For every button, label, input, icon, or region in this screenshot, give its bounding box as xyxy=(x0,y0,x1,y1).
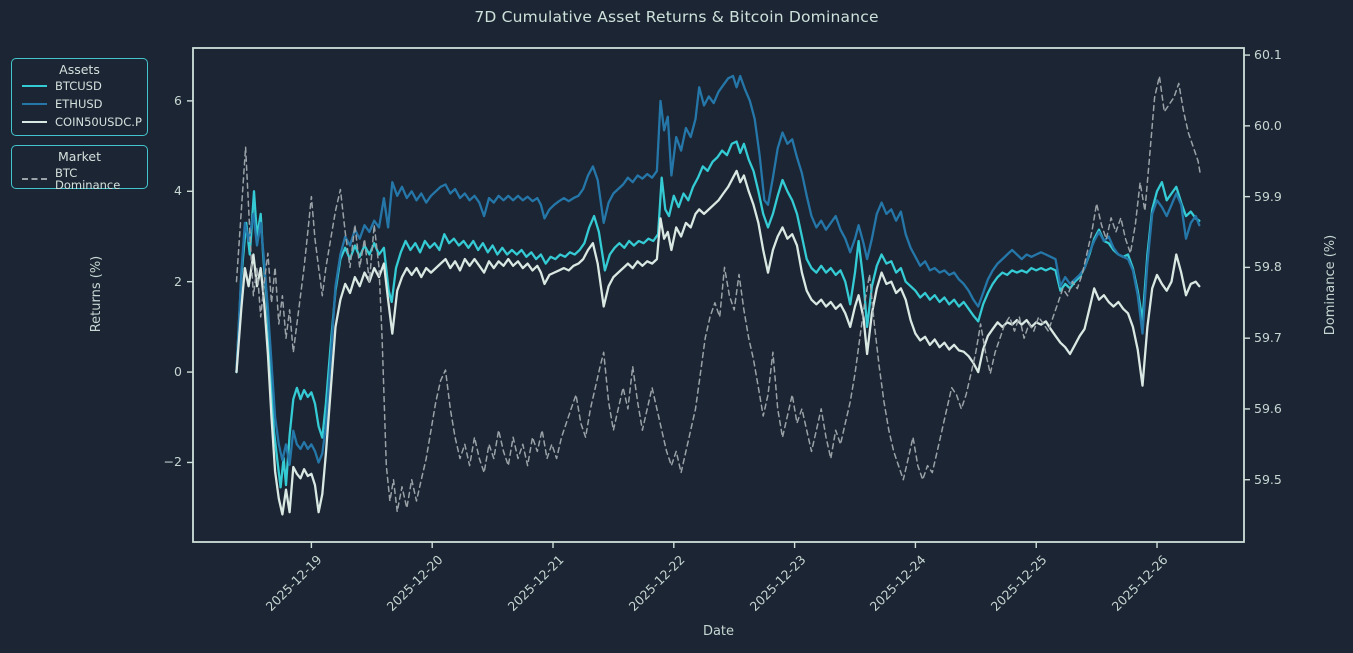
y-right-tick-label: 59.9 xyxy=(1254,188,1282,204)
legend-line-swatch xyxy=(22,85,47,87)
legend-item-btc-dominance: BTC Dominance xyxy=(12,164,147,194)
legend-assets-items: BTCUSD ETHUSD COIN50USDC.P xyxy=(12,77,147,131)
legend-assets: Assets BTCUSD ETHUSD COIN50USDC.P xyxy=(11,58,148,136)
legend-line-swatch xyxy=(22,121,47,123)
legend-assets-title: Assets xyxy=(59,62,100,77)
legend-item-label: BTC Dominance xyxy=(55,166,121,192)
y-right-tick-label: 59.7 xyxy=(1254,330,1282,346)
y-left-tick-label: −2 xyxy=(163,454,182,470)
legend-item-label: ETHUSD xyxy=(55,97,103,111)
series-line-btcusd xyxy=(235,140,1201,489)
y-right-tick-label: 59.5 xyxy=(1254,471,1282,487)
plot-border xyxy=(192,47,1245,543)
legend-market-title: Market xyxy=(58,149,101,164)
series-line-btc-dominance xyxy=(235,75,1202,513)
y-left-tick-label: 4 xyxy=(174,183,182,199)
legend-line-swatch xyxy=(22,103,47,105)
y-right-tick-label: 60.0 xyxy=(1254,117,1282,133)
y-left-tick-label: 2 xyxy=(174,273,182,289)
y-left-tick-label: 0 xyxy=(174,364,182,380)
y-left-tick-label: 6 xyxy=(174,92,182,108)
right-axis-title: Dominance (%) xyxy=(1323,234,1338,336)
y-right-tick-label: 59.8 xyxy=(1254,259,1282,275)
y-right-tick-label: 60.1 xyxy=(1254,47,1282,63)
series-line-ethusd xyxy=(235,74,1201,466)
x-axis-title: Date xyxy=(702,624,735,639)
legend-market-items: BTC Dominance xyxy=(12,164,147,194)
legend-item-label: COIN50USDC.P xyxy=(55,115,142,129)
left-axis-title: Returns (%) xyxy=(89,255,104,333)
y-right-tick-label: 59.6 xyxy=(1254,400,1282,416)
legend-item-ethusd: ETHUSD xyxy=(12,95,147,113)
legend-item-label: BTCUSD xyxy=(55,79,102,93)
legend-market: Market BTC Dominance xyxy=(11,145,148,191)
chart-title: 7D Cumulative Asset Returns & Bitcoin Do… xyxy=(474,8,879,26)
legend-item-coin50usdc-p: COIN50USDC.P xyxy=(12,113,147,131)
series-line-coin50usdc-p xyxy=(235,169,1201,516)
legend-dashed-line-swatch xyxy=(22,178,47,180)
legend-item-btcusd: BTCUSD xyxy=(12,77,147,95)
